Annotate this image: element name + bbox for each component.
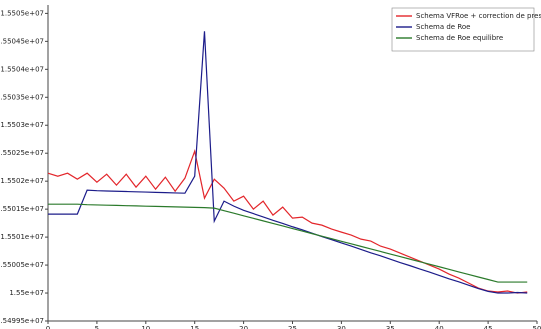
y-tick-label: 1.55035e+07 <box>0 93 44 101</box>
legend-label: Schema de Roe equilibre <box>416 34 503 42</box>
y-tick-label: 1.55005e+07 <box>0 261 44 269</box>
x-tick-label: 10 <box>141 325 150 329</box>
x-tick-label: 35 <box>386 325 395 329</box>
y-tick-label: 1.5504e+07 <box>0 65 44 73</box>
y-tick-label: 1.5505e+07 <box>0 9 44 17</box>
y-tick-label: 1.55015e+07 <box>0 205 44 213</box>
x-tick-label: 50 <box>533 325 541 329</box>
y-tick-label: 1.55045e+07 <box>0 37 44 45</box>
x-tick-label: 0 <box>46 325 50 329</box>
y-tick-label: 1.5502e+07 <box>0 177 44 185</box>
y-tick-label: 1.55025e+07 <box>0 149 44 157</box>
x-tick-label: 5 <box>95 325 99 329</box>
x-tick-label: 45 <box>484 325 493 329</box>
y-tick-label: 1.5503e+07 <box>0 121 44 129</box>
y-tick-label: 1.55e+07 <box>9 289 44 297</box>
legend-box <box>391 7 535 52</box>
series-line <box>47 149 528 294</box>
series-line <box>48 203 528 283</box>
legend-label: Schema de Roe <box>416 23 470 31</box>
y-tick-label: 1.54995e+07 <box>0 317 44 325</box>
x-tick-label: 15 <box>190 325 199 329</box>
x-tick-label: 30 <box>337 325 346 329</box>
legend-label: Schema VFRoe + correction de pression <box>416 12 541 20</box>
x-tick-label: 25 <box>288 325 297 329</box>
x-tick-label: 40 <box>435 325 444 329</box>
series-line <box>48 31 528 294</box>
y-tick-label: 1.5501e+07 <box>0 233 44 241</box>
x-tick-label: 20 <box>239 325 248 329</box>
